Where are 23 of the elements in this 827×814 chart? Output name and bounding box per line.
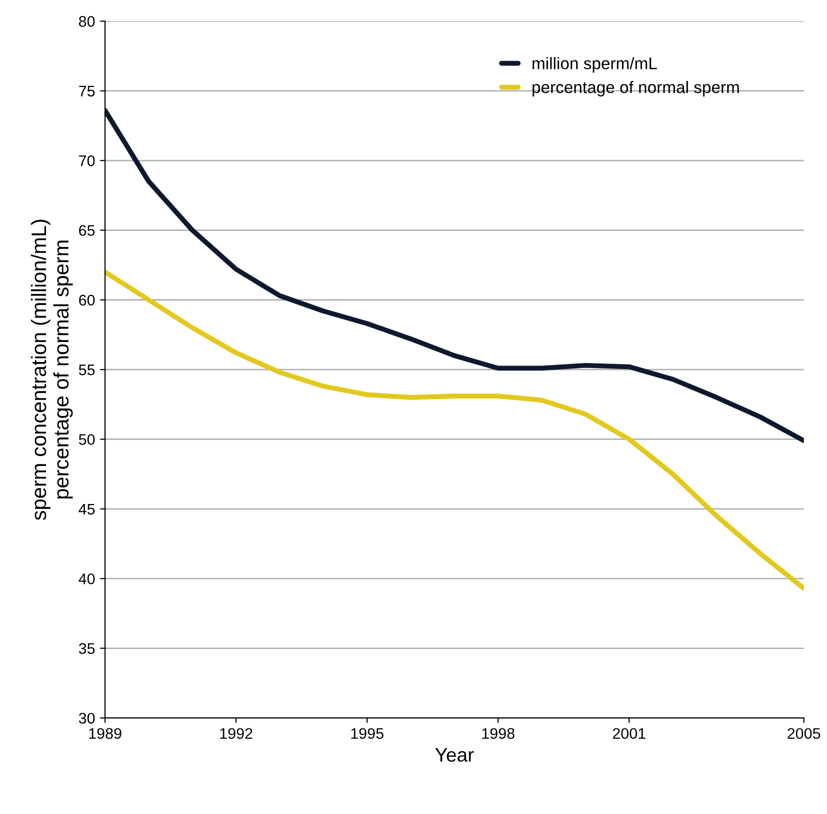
- x-tick-label: 1989: [89, 728, 122, 739]
- y-tick-label: 70: [79, 155, 95, 166]
- y-tick-label: 35: [78, 643, 95, 654]
- line-series: [105, 108, 804, 444]
- x-tick-label: 1998: [482, 728, 514, 739]
- y-tick-label: 50: [78, 434, 95, 445]
- x-tick-label: 2005: [788, 728, 820, 739]
- y-tick-label: 60: [79, 294, 95, 306]
- x-tick-label: 1995: [351, 728, 384, 739]
- legend-label: percentage of normal sperm: [532, 80, 739, 96]
- y-tick-label: 30: [78, 712, 95, 724]
- y-tick-label: 75: [79, 86, 95, 97]
- y-tick-label: 55: [78, 364, 95, 376]
- y-tick-label: 40: [78, 573, 95, 584]
- legend-label: million sperm/mL: [532, 57, 657, 73]
- x-axis-title: Year: [435, 748, 474, 762]
- y-tick-label: 80: [78, 16, 95, 27]
- x-tick-label: 2001: [612, 728, 646, 739]
- x-tick-label: 1992: [220, 728, 252, 739]
- y-axis-title: sperm concentration (million/mL) percentage of normal sperm: [30, 220, 73, 520]
- y-tick-label: 45: [78, 504, 95, 515]
- line-series: [105, 270, 804, 591]
- y-tick-label: 65: [79, 225, 95, 236]
